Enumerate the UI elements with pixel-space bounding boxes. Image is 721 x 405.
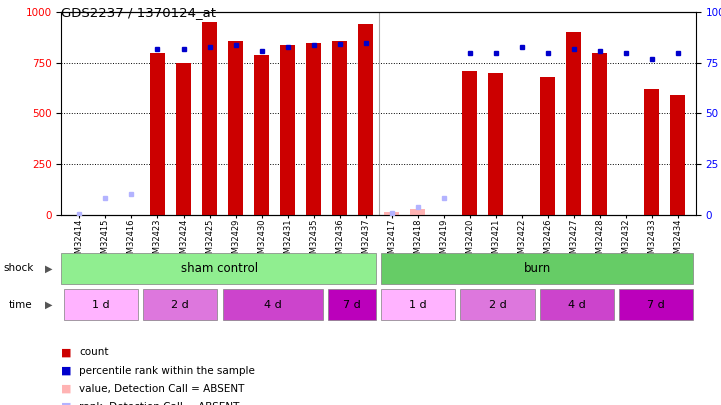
Bar — [384, 211, 399, 215]
Text: burn: burn — [523, 262, 551, 275]
Text: GDS2237 / 1370124_at: GDS2237 / 1370124_at — [61, 6, 216, 19]
Bar — [143, 289, 217, 320]
Bar — [566, 32, 581, 215]
Bar — [280, 45, 296, 215]
Bar — [254, 55, 270, 215]
Text: percentile rank within the sample: percentile rank within the sample — [79, 366, 255, 375]
Bar — [176, 63, 191, 215]
Text: rank, Detection Call = ABSENT: rank, Detection Call = ABSENT — [79, 402, 239, 405]
Bar — [202, 22, 217, 215]
Text: 7 d: 7 d — [647, 300, 665, 310]
Bar — [540, 289, 614, 320]
Bar — [619, 289, 693, 320]
Bar — [328, 289, 376, 320]
Text: ▶: ▶ — [45, 263, 52, 273]
Text: 4 d: 4 d — [264, 300, 282, 310]
Bar — [670, 95, 686, 215]
Text: ■: ■ — [61, 347, 72, 357]
Bar — [410, 209, 425, 215]
Text: 1 d: 1 d — [92, 300, 110, 310]
Bar — [487, 73, 503, 215]
Bar — [61, 253, 376, 284]
Text: ■: ■ — [61, 402, 72, 405]
Text: count: count — [79, 347, 109, 357]
Bar — [150, 53, 165, 215]
Bar — [64, 289, 138, 320]
Bar — [461, 289, 534, 320]
Bar — [223, 289, 323, 320]
Text: 2 d: 2 d — [489, 300, 506, 310]
Bar — [381, 289, 455, 320]
Bar — [461, 71, 477, 215]
Bar — [540, 77, 555, 215]
Text: 7 d: 7 d — [343, 300, 361, 310]
Text: value, Detection Call = ABSENT: value, Detection Call = ABSENT — [79, 384, 244, 394]
Text: ▶: ▶ — [45, 300, 52, 310]
Text: time: time — [9, 300, 32, 310]
Bar — [592, 53, 607, 215]
Bar — [306, 43, 322, 215]
Text: 1 d: 1 d — [410, 300, 427, 310]
Text: sham control: sham control — [182, 262, 258, 275]
Bar — [332, 40, 348, 215]
Bar — [644, 89, 660, 215]
Text: ■: ■ — [61, 384, 72, 394]
Bar — [228, 40, 243, 215]
Bar — [381, 253, 693, 284]
Text: shock: shock — [4, 263, 34, 273]
Text: 4 d: 4 d — [568, 300, 585, 310]
Bar — [358, 24, 373, 215]
Text: ■: ■ — [61, 366, 72, 375]
Text: 2 d: 2 d — [172, 300, 189, 310]
